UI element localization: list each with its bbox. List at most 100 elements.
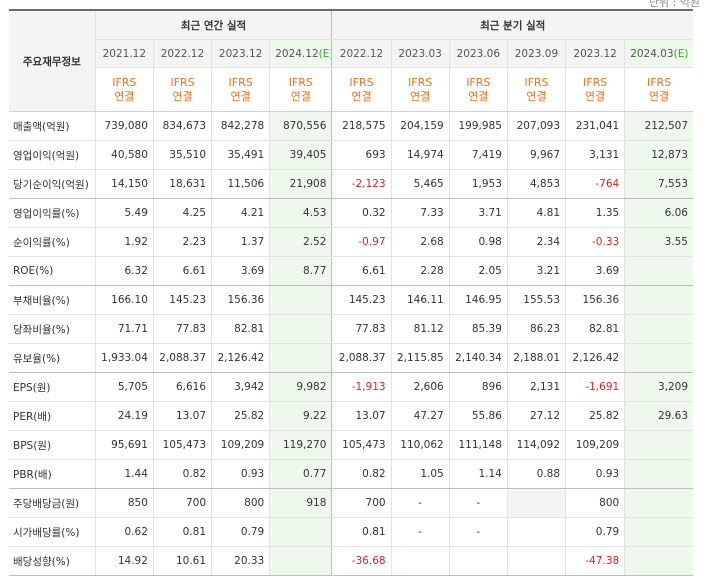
table-cell: 918: [269, 488, 332, 518]
table-cell: 6,616: [152, 372, 212, 402]
table-cell: 109,209: [565, 430, 625, 460]
table-cell: -1,913: [331, 372, 392, 402]
period-header: 2023.06: [448, 39, 508, 68]
table-cell: 13.07: [331, 401, 392, 431]
table-cell: 1.14: [448, 459, 508, 489]
table-cell: 25.82: [211, 401, 270, 431]
row-label: 영업이익률(%): [9, 198, 96, 228]
period-label: 2023.06: [456, 47, 500, 60]
period-label: 2023.12: [218, 47, 263, 60]
ifrs-basis: IFRS 연결: [152, 67, 212, 112]
table-row: 배당성향(%) 14.92 10.61 20.33 -36.68 -47.38: [9, 546, 693, 576]
row-label: 순이익률(%): [9, 227, 96, 257]
table-cell: 1.35: [565, 198, 625, 228]
table-cell: 207,093: [506, 111, 566, 141]
table-cell: 119,270: [269, 430, 332, 460]
table-cell: 693: [331, 140, 392, 170]
table-row: 당기순이익(억원) 14,150 18,631 11,506 21,908 -2,123 5…: [9, 169, 693, 199]
table-row: 영업이익률(%) 5.49 4.25 4.21 4.53 0.32 7.33 3.71 4.81…: [9, 198, 693, 228]
table-cell: 870,556: [269, 111, 332, 141]
consolidated-label: 연결: [648, 89, 670, 103]
table-cell: 0.62: [94, 517, 154, 547]
table-cell: 156.36: [211, 285, 270, 315]
table-row: 유보율(%) 1,933.04 2,088.37 2,126.42 2,088.37 2,…: [9, 343, 693, 373]
ifrs-label: IFRS: [466, 75, 491, 89]
table-row: 시가배당률(%) 0.62 0.81 0.79 0.81- -0.79: [9, 517, 693, 547]
table-cell: 55.86: [448, 401, 508, 431]
table-cell: [624, 343, 693, 373]
row-label: 부채비율(%): [9, 285, 96, 315]
estimate-mark: (E): [673, 47, 689, 60]
period-header: 2023.03: [390, 39, 450, 68]
table-cell: 800: [565, 488, 625, 518]
consolidated-label: 연결: [230, 89, 251, 103]
period-header: 2024.03(E): [624, 39, 693, 68]
table-cell: 47.27: [390, 401, 450, 431]
table-cell: 95,691: [94, 430, 154, 460]
period-label: 2024.03: [630, 47, 674, 60]
table-cell: 1.92: [94, 227, 154, 257]
ifrs-label: IFRS: [170, 75, 195, 89]
ifrs-label: IFRS: [288, 75, 313, 89]
table-cell: 0.82: [152, 459, 212, 489]
table-cell: [506, 546, 566, 576]
table-row: PBR(배) 1.44 0.82 0.93 0.77 0.82 1.05 1.14 0.88 0.…: [9, 459, 693, 489]
table-cell: 700: [331, 488, 392, 518]
table-cell: 81.12: [390, 314, 450, 344]
table-cell: 0.98: [448, 227, 508, 257]
row-label: PER(배): [9, 401, 96, 431]
table-cell: 11,506: [211, 169, 270, 199]
table-cell: 111,148: [448, 430, 508, 460]
table-cell: 146.95: [448, 285, 508, 315]
ifrs-basis: IFRS 연결: [506, 67, 566, 112]
table-cell: 2.28: [390, 256, 450, 286]
table-cell: 1.05: [390, 459, 450, 489]
consolidated-label: 연결: [290, 89, 311, 103]
quarter-section-title: 최근 분기 실적: [331, 9, 693, 40]
period-header: 2024.12(E): [269, 39, 332, 68]
table-cell: 6.61: [152, 256, 212, 286]
ifrs-basis: IFRS 연결: [390, 67, 450, 112]
table-cell: 109,209: [211, 430, 270, 460]
table-cell: [624, 546, 693, 576]
period-header: 2021.12: [94, 39, 154, 68]
table-cell: 834,673: [152, 111, 212, 141]
row-label: 당기순이익(억원): [9, 169, 96, 199]
period-label: 2022.12: [160, 47, 205, 60]
table-row: 주당배당금(원) 850 700 800 918 700- -800: [9, 488, 693, 518]
table-cell: 12,873: [624, 140, 693, 170]
table-cell: [624, 256, 693, 286]
table-cell: [624, 430, 693, 460]
table-cell: 3,209: [624, 372, 693, 402]
table-cell: 8.77: [269, 256, 332, 286]
period-label: 2021.12: [102, 47, 147, 60]
table-cell: 9,967: [506, 140, 566, 170]
consolidated-label: 연결: [526, 89, 547, 103]
consolidated-label: 연결: [351, 89, 372, 103]
table-cell: 0.82: [331, 459, 392, 489]
table-cell: 2,140.34: [448, 343, 508, 373]
table-cell: 218,575: [331, 111, 392, 141]
table-cell: 0.81: [152, 517, 212, 547]
table-cell: 2,188.01: [506, 343, 566, 373]
table-row: PER(배) 24.19 13.07 25.82 9.22 13.07 47.27 55.86…: [9, 401, 693, 431]
table-cell: 739,080: [94, 111, 154, 141]
table-cell: -36.68: [331, 546, 392, 576]
table-cell: 5,705: [94, 372, 154, 402]
table-cell: 5.49: [94, 198, 154, 228]
table-cell: 25.82: [565, 401, 625, 431]
table-row: 매출액(억원) 739,080 834,673 842,278 870,556 218,5…: [9, 111, 693, 141]
table-cell: -: [390, 488, 450, 518]
period-label: 2024.12: [275, 47, 319, 60]
table-cell: 2,126.42: [565, 343, 625, 373]
period-label: 2023.12: [573, 47, 617, 60]
table-cell: 2,088.37: [331, 343, 392, 373]
row-label: 영업이익(억원): [9, 140, 96, 170]
ifrs-label: IFRS: [524, 75, 549, 89]
table-cell: 0.79: [565, 517, 625, 547]
table-cell: 850: [94, 488, 154, 518]
consolidated-label: 연결: [468, 89, 489, 103]
table-cell: 0.77: [269, 459, 332, 489]
table-cell: -: [448, 517, 508, 547]
table-cell: [624, 459, 693, 489]
